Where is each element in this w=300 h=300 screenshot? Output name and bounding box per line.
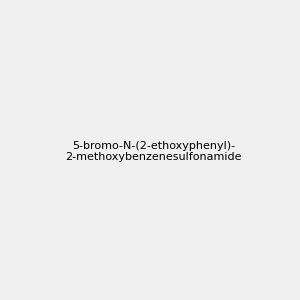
- Text: 5-bromo-N-(2-ethoxyphenyl)-
2-methoxybenzenesulfonamide: 5-bromo-N-(2-ethoxyphenyl)- 2-methoxyben…: [65, 141, 242, 162]
